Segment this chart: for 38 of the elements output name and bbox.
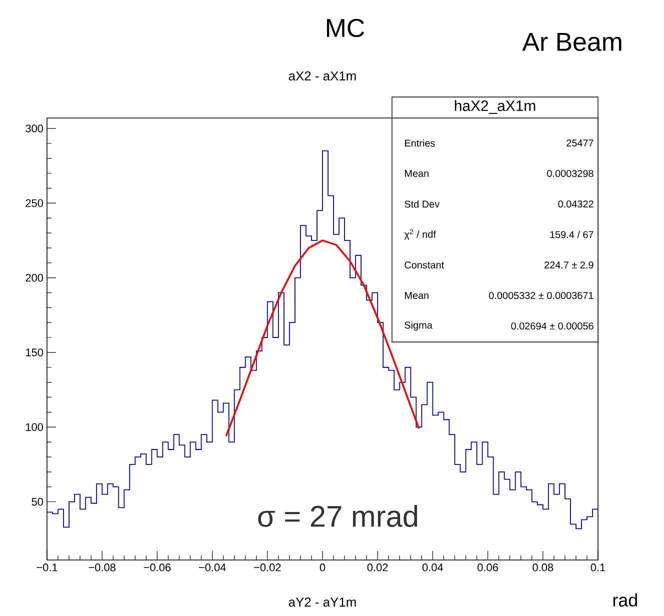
annotation: 0.0003298 xyxy=(547,170,594,178)
annotation: 224.7 ± 2.9 xyxy=(544,261,594,269)
annotation: Sigma xyxy=(404,321,432,331)
annotation: Constant xyxy=(404,261,444,269)
y-tick-label: 100 xyxy=(26,423,44,431)
annotation: 0.02694 ± 0.00056 xyxy=(511,322,594,330)
x-tick-label: −0.08 xyxy=(88,564,116,572)
x-tick-label: 0.06 xyxy=(478,564,498,572)
y-tick-label: 250 xyxy=(26,199,44,207)
y-tick-label: 50 xyxy=(32,498,44,506)
x-axis-title: aY2 - aY1m xyxy=(288,598,356,607)
text: MC xyxy=(326,18,364,38)
x-tick-label: 0 xyxy=(320,564,326,572)
x-tick-label: 0.08 xyxy=(532,564,554,572)
text: haX2_aX1m xyxy=(454,100,536,114)
x-tick-label: 0.1 xyxy=(590,564,606,572)
text: Ar Beam xyxy=(522,32,622,52)
x-tick-label: 0.02 xyxy=(367,564,388,572)
annotation: Std Dev xyxy=(404,200,440,208)
x-tick-label: −0.04 xyxy=(198,564,226,572)
x-tick-label: −0.1 xyxy=(36,564,58,572)
chart-title: aX2 - aX1m xyxy=(288,71,356,80)
x-tick-label: −0.02 xyxy=(254,564,281,572)
y-tick-label: 200 xyxy=(26,274,44,282)
annotation: χ$^{2}$ / ndf xyxy=(404,229,436,240)
annotation: 159.4 / 67 xyxy=(550,230,594,238)
annotation: 0.04322 xyxy=(558,200,594,208)
annotation: Mean xyxy=(405,292,428,299)
annotation: 25477 xyxy=(566,139,594,147)
x-tick-label: −0.06 xyxy=(144,564,171,572)
text: rad xyxy=(613,593,637,607)
y-tick-label: 150 xyxy=(26,348,44,356)
annotation: Entries xyxy=(405,139,435,147)
x-tick-label: 0.04 xyxy=(422,564,444,572)
annotation: Mean xyxy=(405,170,428,177)
y-tick-label: 300 xyxy=(26,124,44,132)
annotation: σ = 27 mrad xyxy=(258,505,418,527)
annotation: 0.0005332 ± 0.0003671 xyxy=(489,292,594,300)
